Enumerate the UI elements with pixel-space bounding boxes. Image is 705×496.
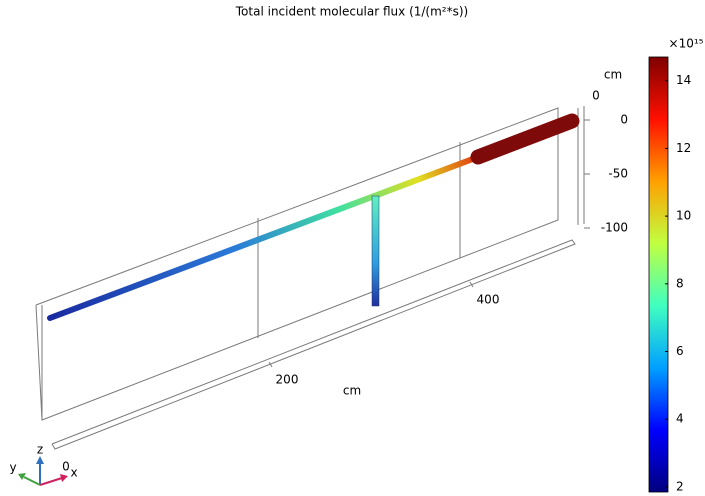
triad-origin: 0 — [62, 460, 70, 474]
colorbar-tick-label: 6 — [676, 344, 684, 358]
colorbar-tick-label: 12 — [676, 141, 691, 155]
x-tick-label: 200 — [276, 373, 299, 387]
x-tick-label: 400 — [477, 293, 500, 307]
x-axis-label: cm — [343, 384, 361, 398]
colorbar-tick-label: 2 — [676, 479, 684, 493]
colorbar-tick-label: 14 — [676, 73, 691, 87]
colorbar — [649, 57, 668, 492]
triad-y: y — [9, 461, 16, 475]
title: Total incident molecular flux (1/(m²*s)) — [235, 5, 468, 19]
colorbar-label: ×10¹⁵ — [669, 37, 704, 51]
triad: z y x 0 — [9, 443, 77, 486]
bounding-box — [36, 106, 584, 449]
z-tick-label: -100 — [601, 221, 628, 235]
plot: Total incident molecular flux (1/(m²*s))… — [0, 0, 705, 496]
z-tick-label: -50 — [608, 167, 628, 181]
colorbar-tick-label: 10 — [676, 209, 691, 223]
triad-z: z — [37, 443, 43, 457]
z-tick-label: 0 — [620, 113, 628, 127]
triad-x: x — [70, 466, 77, 480]
z-axis-label: cm — [604, 68, 622, 82]
geometry — [50, 121, 572, 318]
y-tick-label: 0 — [592, 89, 600, 103]
colorbar-tick-label: 8 — [676, 276, 684, 290]
colorbar-tick-label: 4 — [676, 412, 684, 426]
